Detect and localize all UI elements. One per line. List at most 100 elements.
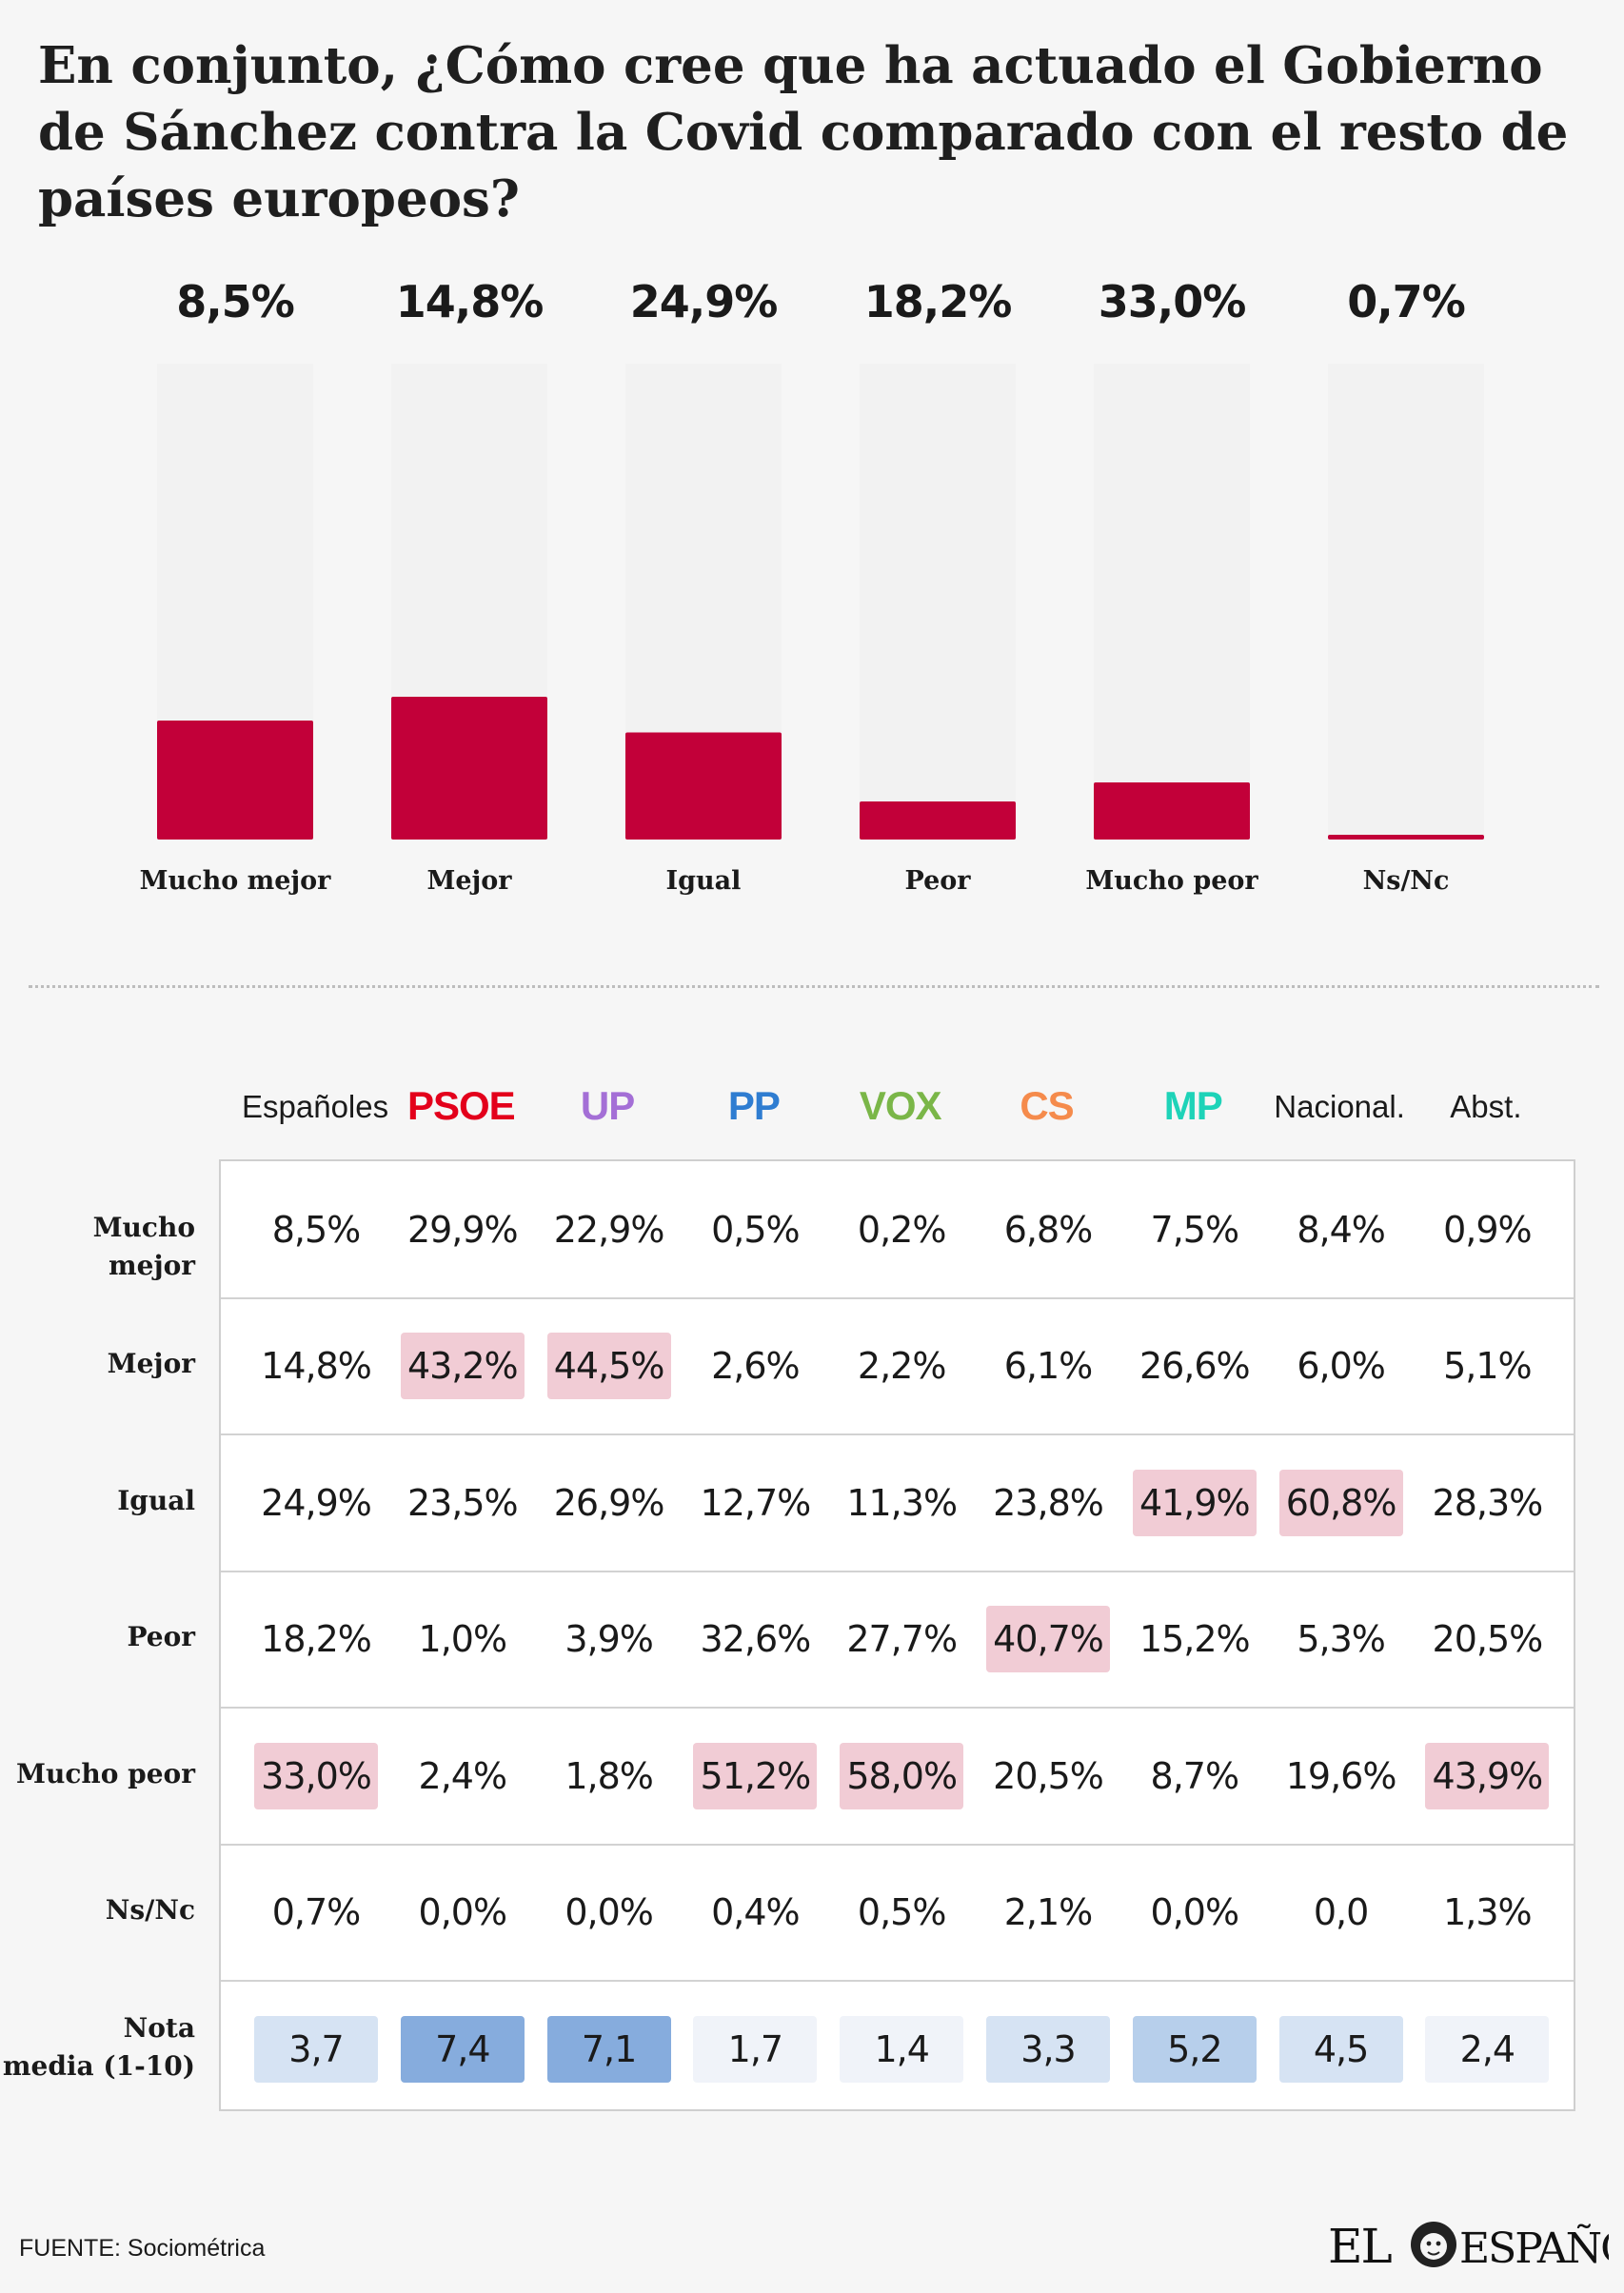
row-label: Peor <box>127 1621 195 1653</box>
table-grid: 8,5% 29,9% 22,9% 0,5% 0,2% 6,8% 7,5% 8,4% 0,9% 14… <box>219 1159 1575 2111</box>
table-cell: 6,1% <box>1003 1345 1094 1388</box>
table-cell: 22,9% <box>553 1208 665 1251</box>
row-divider <box>221 1707 1574 1709</box>
column-header: PP <box>727 1083 781 1128</box>
table-cell: 11,3% <box>846 1481 958 1524</box>
table-cell: 0,4% <box>711 1891 801 1934</box>
bar-value-label: 0,7% <box>1347 276 1466 327</box>
table-cell: 32,6% <box>700 1618 812 1661</box>
table-cell: 23,8% <box>993 1481 1104 1524</box>
bar-value-label: 24,9% <box>629 276 779 327</box>
table-cell: 0,9% <box>1443 1208 1533 1251</box>
row-divider <box>221 1433 1574 1435</box>
table-cell: 2,6% <box>711 1345 801 1388</box>
column-header: UP <box>580 1083 635 1128</box>
row-divider <box>221 1570 1574 1572</box>
table-cell: 15,2% <box>1139 1618 1251 1661</box>
table-cell: 20,5% <box>993 1754 1104 1797</box>
row-label-mean-line1: Nota <box>123 2011 195 2044</box>
table-cell: 14,8% <box>261 1345 372 1388</box>
bar-category-label: Igual <box>665 866 742 896</box>
table-cell: 5,3% <box>1297 1618 1386 1661</box>
el-espanol-logo: EL ESPAÑOL <box>1328 2219 1609 2274</box>
table-cell: 43,2% <box>400 1333 525 1400</box>
bar <box>860 801 1016 840</box>
table-cell: 0,0% <box>564 1891 654 1934</box>
table-cell: 26,9% <box>553 1481 665 1524</box>
table-cell: 3,9% <box>564 1618 654 1661</box>
logo-text-right: ESPAÑOL <box>1459 2223 1609 2273</box>
chart-title: En conjunto, ¿Cómo cree que ha actuado e… <box>38 36 1569 228</box>
table-cell: 60,8% <box>1278 1469 1403 1536</box>
bar-value-label: 33,0% <box>1098 276 1247 327</box>
lion-head-icon <box>1411 2222 1456 2267</box>
table-cell: 24,9% <box>261 1481 372 1524</box>
table-cell: 8,4% <box>1297 1208 1386 1251</box>
bar-track <box>1328 364 1484 840</box>
table-cell: 1,0% <box>418 1618 508 1661</box>
table-cell: 1,3% <box>1443 1891 1533 1934</box>
bar-category-label: Mucho peor <box>1085 866 1258 896</box>
table-cell: 0,0% <box>1150 1891 1240 1934</box>
table-cell: 4,5 <box>1278 2015 1403 2083</box>
table-cell: 0,5% <box>711 1208 801 1251</box>
table-cell: 7,1 <box>546 2015 671 2083</box>
table-cell: 26,6% <box>1139 1345 1251 1388</box>
column-header: MP <box>1163 1083 1223 1128</box>
table-cell: 6,0% <box>1297 1345 1386 1388</box>
table-cell: 2,2% <box>857 1345 947 1388</box>
table-cell: 5,1% <box>1443 1345 1533 1388</box>
bar-category-label: Mucho mejor <box>139 866 331 896</box>
table-cell: 44,5% <box>546 1333 671 1400</box>
table-cell: 6,8% <box>1003 1208 1094 1251</box>
bar-value-label: 8,5% <box>176 276 295 327</box>
table-cell: 51,2% <box>693 1742 818 1809</box>
bar-value-label: 18,2% <box>863 276 1013 327</box>
row-divider <box>221 1296 1574 1299</box>
row-label-mean-line2: media (1-10) <box>2 2049 195 2082</box>
table-cell: 12,7% <box>700 1481 812 1524</box>
logo-text-left: EL <box>1328 2219 1391 2274</box>
table-cell: 2,4% <box>418 1754 508 1797</box>
table-cell: 41,9% <box>1132 1469 1257 1536</box>
bar-category-label: Ns/Nc <box>1362 866 1450 896</box>
table-cell: 33,0% <box>254 1742 378 1809</box>
table-cell: 27,7% <box>846 1618 958 1661</box>
table-cell: 28,3% <box>1432 1481 1544 1524</box>
bar-value-label: 14,8% <box>395 276 545 327</box>
row-divider <box>221 1843 1574 1846</box>
table-cell: 7,4 <box>400 2015 525 2083</box>
row-label: Mucho mejor <box>92 1211 195 1281</box>
table-cell: 7,5% <box>1150 1208 1240 1251</box>
table-cell: 1,8% <box>564 1754 654 1797</box>
section-divider <box>29 985 1599 988</box>
column-header: Nacional. <box>1274 1089 1405 1124</box>
bar-track <box>1094 364 1250 840</box>
table-cell: 58,0% <box>840 1742 964 1809</box>
table-cell: 8,5% <box>271 1208 362 1251</box>
row-label: Mejor <box>107 1348 195 1380</box>
table-cell: 29,9% <box>406 1208 519 1251</box>
row-divider <box>221 1980 1574 1982</box>
source-note: FUENTE: Sociométrica <box>19 2235 266 2262</box>
bar <box>157 721 313 840</box>
vote-breakdown-table: Españoles PSOE UP PP VOX CS MP Nacional. Abst. 8… <box>0 1066 1624 2123</box>
table-cell: 0,7% <box>271 1891 362 1934</box>
table-cell: 3,7 <box>254 2015 378 2083</box>
bar-category-label: Mejor <box>426 866 512 896</box>
bar-track <box>860 364 1016 840</box>
bar-chart: 8,5% Mucho mejor 14,8% Mejor 24,9% Igual 18,2%… <box>0 257 1624 923</box>
table-cell: 3,3 <box>986 2015 1110 2083</box>
table-cell: 1,4 <box>840 2015 964 2083</box>
bar-category-label: Peor <box>904 866 971 896</box>
table-cell: 2,4 <box>1425 2015 1550 2083</box>
bar <box>1328 835 1484 840</box>
column-header: CS <box>1020 1083 1074 1128</box>
column-header: Abst. <box>1450 1089 1522 1124</box>
row-label: Ns/Nc <box>105 1894 195 1927</box>
table-cell: 23,5% <box>406 1481 519 1524</box>
table-cell: 43,9% <box>1425 1742 1550 1809</box>
bar-chart-svg <box>157 364 1484 840</box>
table-cell: 40,7% <box>986 1606 1110 1673</box>
column-header: VOX <box>859 1083 942 1128</box>
